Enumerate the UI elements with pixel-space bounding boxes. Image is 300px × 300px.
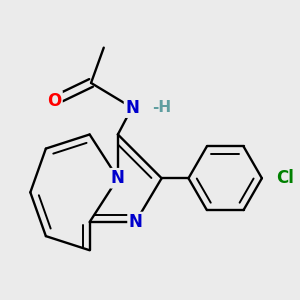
Text: -H: -H [152,100,171,115]
Text: N: N [111,169,125,187]
Text: O: O [47,92,62,110]
Text: N: N [129,213,142,231]
Text: Cl: Cl [276,169,294,187]
Text: N: N [125,99,139,117]
